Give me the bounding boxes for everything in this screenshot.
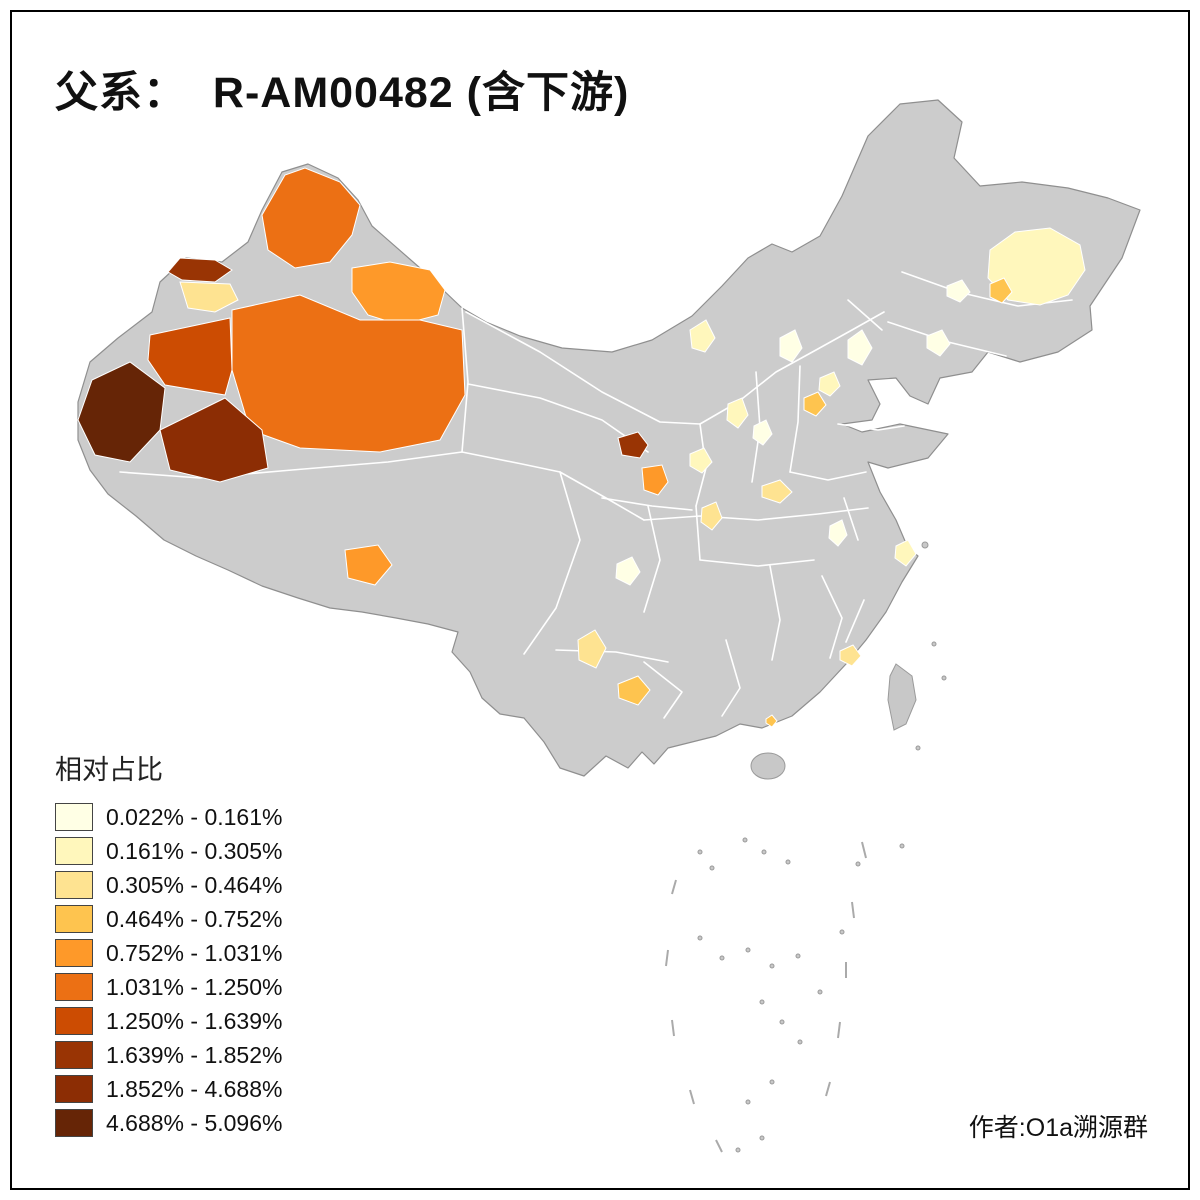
map-region [752,419,773,446]
legend-swatch [55,1075,93,1103]
map-region [818,371,841,397]
taiwan-island [887,663,917,731]
legend-label: 0.161% - 0.305% [106,837,283,864]
hainan-island [750,752,786,780]
legend-label: 1.852% - 4.688% [106,1075,283,1102]
map-region [779,329,803,363]
map-region [926,329,951,357]
legend-label: 1.250% - 1.639% [106,1007,283,1034]
map-region [761,479,793,504]
page-title: 父系： R-AM00482 (含下游) [55,69,630,117]
legend: 相对占比 0.022% - 0.161% 0.161% - 0.305% 0.305… [55,748,282,1143]
map-region [351,261,446,326]
legend-item: 1.852% - 4.688% [55,1075,282,1103]
map-region [803,391,827,417]
legend-title: 相对占比 [55,755,163,785]
map-region [167,257,233,283]
map-region [159,397,269,483]
legend-swatch [55,1007,93,1035]
legend-item: 4.688% - 5.096% [55,1109,282,1137]
legend-swatch [55,1041,93,1069]
legend-label: 0.305% - 0.464% [106,871,283,898]
legend-label: 1.639% - 1.852% [106,1041,283,1068]
legend-label: 1.031% - 1.250% [106,973,283,1000]
legend-item: 0.161% - 0.305% [55,837,282,865]
map-region [577,629,607,669]
map-region [946,279,971,303]
choropleth-regions [77,167,1086,728]
map-region [179,281,239,313]
map-region [726,397,749,429]
map-region [689,447,713,474]
legend-label: 0.464% - 0.752% [106,905,283,932]
map-region [641,464,669,496]
legend-swatch [55,837,93,865]
legend-label: 4.688% - 5.096% [106,1109,283,1136]
map-region [617,675,651,706]
map-region [261,167,361,269]
map-region [894,539,917,567]
legend-items: 0.022% - 0.161% 0.161% - 0.305% 0.305% - 0… [55,803,282,1137]
map-region [344,544,393,586]
map-region [839,644,862,667]
legend-label: 0.022% - 0.161% [106,803,283,830]
legend-swatch [55,1109,93,1137]
map-region [847,329,873,366]
legend-swatch [55,803,93,831]
legend-item: 0.464% - 0.752% [55,905,282,933]
legend-label: 0.752% - 1.031% [106,939,283,966]
mainland-outline [77,99,1141,777]
legend-item: 1.031% - 1.250% [55,973,282,1001]
legend-item: 1.250% - 1.639% [55,1007,282,1035]
legend-item: 1.639% - 1.852% [55,1041,282,1069]
map-region [617,431,649,459]
map-region [689,319,716,353]
legend-item: 0.305% - 0.464% [55,871,282,899]
map-region [765,714,778,728]
map-region [989,277,1013,304]
legend-swatch [55,905,93,933]
map-region [147,317,233,396]
legend-swatch [55,871,93,899]
map-region [828,519,848,547]
legend-swatch [55,939,93,967]
map-region [700,501,723,531]
author-credit: 作者:O1a溯源群 [968,1114,1148,1142]
legend-swatch [55,973,93,1001]
map-region [77,361,166,463]
map-region [615,556,641,586]
islands [665,541,947,1153]
legend-item: 0.022% - 0.161% [55,803,282,831]
legend-item: 0.752% - 1.031% [55,939,282,967]
